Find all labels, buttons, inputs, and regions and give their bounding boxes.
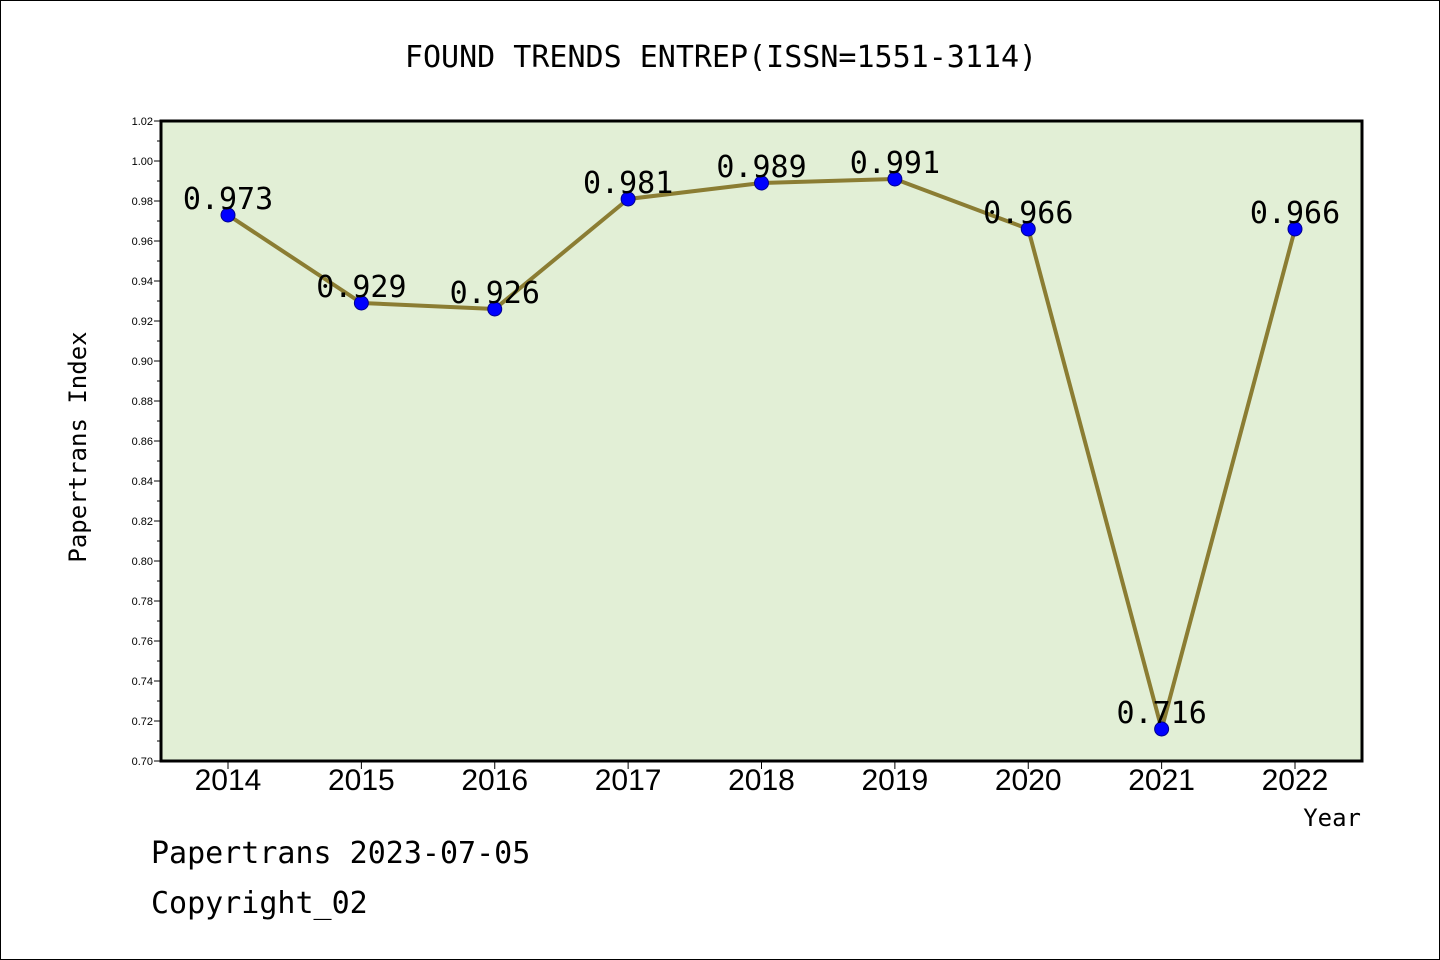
data-point [220, 207, 236, 223]
data-label: 0.929 [316, 270, 406, 305]
x-tick-label: 2014 [195, 764, 262, 797]
y-axis-label: Papertrans Index [64, 331, 92, 562]
x-tick-label: 2017 [595, 764, 662, 797]
y-tick-label: 0.70 [132, 756, 153, 768]
data-label: 0.966 [983, 196, 1073, 231]
y-tick-label: 0.80 [132, 556, 153, 568]
x-tick-label: 2018 [728, 764, 795, 797]
data-label: 0.981 [583, 166, 673, 201]
footer-copyright: Copyright_02 [151, 886, 368, 921]
y-axis: 0.70 0.72 0.74 0.76 0.78 0.80 0.82 0.84 0.86 0.88… [132, 116, 161, 768]
data-label: 0.926 [450, 276, 540, 311]
x-axis-label: Year [1303, 804, 1361, 832]
x-tick-label: 2021 [1128, 764, 1195, 797]
y-tick-label: 0.88 [132, 396, 153, 408]
data-label: 0.991 [850, 146, 940, 181]
y-tick-label: 1.02 [132, 116, 153, 128]
data-point [1020, 221, 1036, 237]
data-label: 0.716 [1116, 696, 1206, 731]
x-tick-label: 2019 [862, 764, 929, 797]
data-label: 0.989 [716, 150, 806, 185]
y-tick-label: 1.00 [132, 156, 153, 168]
y-tick-label: 0.92 [132, 316, 153, 328]
data-point [887, 171, 903, 187]
y-tick-label: 0.86 [132, 436, 153, 448]
data-point [1287, 221, 1303, 237]
x-axis: 2014 2015 2016 2017 2018 2019 2020 2021 2022 [195, 761, 1329, 797]
data-label: 0.973 [183, 182, 273, 217]
y-tick-label: 0.74 [132, 676, 153, 688]
plot-area [159, 119, 1364, 763]
x-tick-label: 2020 [995, 764, 1062, 797]
y-tick-label: 0.72 [132, 716, 153, 728]
series-line-group [220, 171, 1303, 737]
data-point [487, 301, 503, 317]
y-tick-label: 0.78 [132, 596, 153, 608]
data-point [754, 175, 769, 191]
y-tick-label: 0.94 [132, 276, 153, 288]
data-label: 0.966 [1250, 196, 1340, 231]
data-point [620, 191, 636, 207]
y-tick-label: 0.84 [132, 476, 153, 488]
y-tick-label: 0.90 [132, 356, 153, 368]
y-tick-label: 0.96 [132, 236, 153, 248]
data-point [353, 295, 369, 311]
data-point [1154, 721, 1170, 737]
x-tick-label: 2016 [461, 764, 528, 797]
y-tick-label: 0.76 [132, 636, 153, 648]
x-tick-label: 2022 [1262, 764, 1329, 797]
footer-date: Papertrans 2023-07-05 [151, 836, 531, 871]
data-labels: 0.973 0.929 0.926 0.981 0.989 0.991 0.966 0.716… [183, 146, 1340, 731]
chart-title: FOUND TRENDS ENTREP(ISSN=1551-3114) [405, 40, 1037, 75]
y-tick-label: 0.98 [132, 196, 153, 208]
y-tick-label: 0.82 [132, 516, 153, 528]
x-tick-label: 2015 [328, 764, 395, 797]
